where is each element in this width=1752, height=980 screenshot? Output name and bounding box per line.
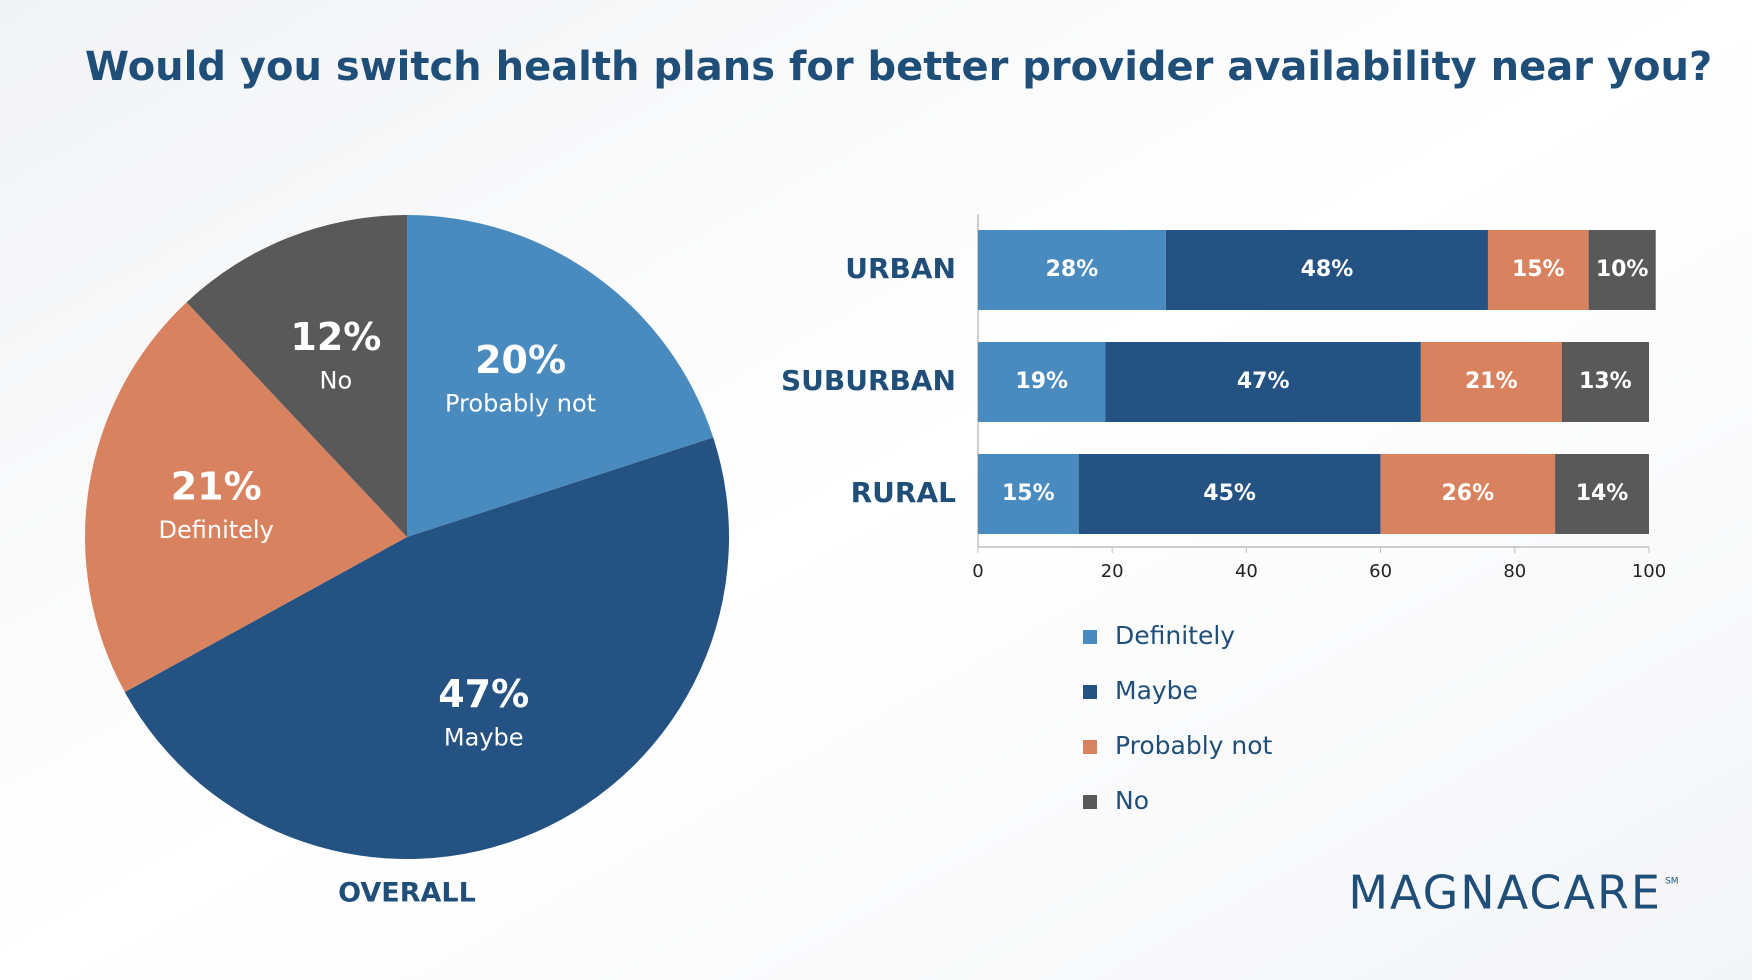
legend-swatch [1083, 630, 1097, 644]
bar-value-label: 48% [1301, 257, 1354, 282]
pie-value-label: 20% [475, 338, 566, 382]
legend-label: Probably not [1115, 731, 1273, 760]
bar-value-label: 26% [1441, 481, 1494, 506]
logo-mark: SM [1665, 877, 1678, 887]
pie-category-label: No [320, 366, 353, 394]
pie-caption: OVERALL [338, 878, 476, 909]
bar-segment [1561, 342, 1649, 422]
bar-segment [1380, 454, 1556, 534]
bar-segment [978, 342, 1106, 422]
bar-value-label: 28% [1046, 257, 1099, 282]
bar-value-label: 47% [1237, 369, 1290, 394]
pie-slice [407, 215, 714, 537]
bar-value-label: 19% [1015, 369, 1068, 394]
bar-segment [1078, 454, 1381, 534]
pie-slice [84, 302, 407, 693]
logo: MAGNACARE [1348, 866, 1662, 920]
bar-value-label: 15% [1512, 257, 1565, 282]
x-tick-label: 80 [1503, 561, 1526, 582]
legend-label: No [1115, 786, 1149, 815]
x-tick-label: 20 [1101, 561, 1124, 582]
x-tick-label: 100 [1632, 561, 1666, 582]
category-label: SUBURBAN [781, 364, 956, 397]
legend-label: Definitely [1115, 621, 1235, 650]
x-tick-label: 40 [1235, 561, 1258, 582]
bar-value-label: 10% [1596, 257, 1649, 282]
bar-segment [1165, 230, 1488, 310]
bar-value-label: 45% [1203, 481, 1256, 506]
legend-swatch [1083, 685, 1097, 699]
x-tick-label: 0 [972, 561, 983, 582]
bar-value-label: 15% [1002, 481, 1055, 506]
bar-segment [1105, 342, 1421, 422]
bar-value-label: 13% [1579, 369, 1632, 394]
pie-category-label: Maybe [444, 723, 524, 751]
category-label: RURAL [851, 476, 957, 509]
pie-value-label: 47% [438, 672, 529, 716]
pie-slice [186, 215, 407, 537]
pie-category-label: Probably not [445, 390, 596, 418]
legend-swatch [1083, 740, 1097, 754]
bar-segment [1487, 230, 1589, 310]
x-tick-label: 60 [1369, 561, 1392, 582]
bar-segment [1420, 342, 1562, 422]
bar-segment [1588, 230, 1656, 310]
bar-segment [978, 230, 1166, 310]
category-label: URBAN [845, 252, 956, 285]
legend-swatch [1083, 795, 1097, 809]
pie-value-label: 12% [290, 315, 381, 359]
bar-segment [1555, 454, 1649, 534]
legend-label: Maybe [1115, 676, 1198, 705]
bar-value-label: 14% [1576, 481, 1629, 506]
title: Would you switch health plans for better… [85, 44, 1712, 90]
pie-category-label: Definitely [159, 516, 274, 544]
bar-segment [978, 454, 1079, 534]
bar-value-label: 21% [1465, 369, 1518, 394]
pie-slice [124, 437, 729, 859]
pie-value-label: 21% [171, 464, 262, 508]
